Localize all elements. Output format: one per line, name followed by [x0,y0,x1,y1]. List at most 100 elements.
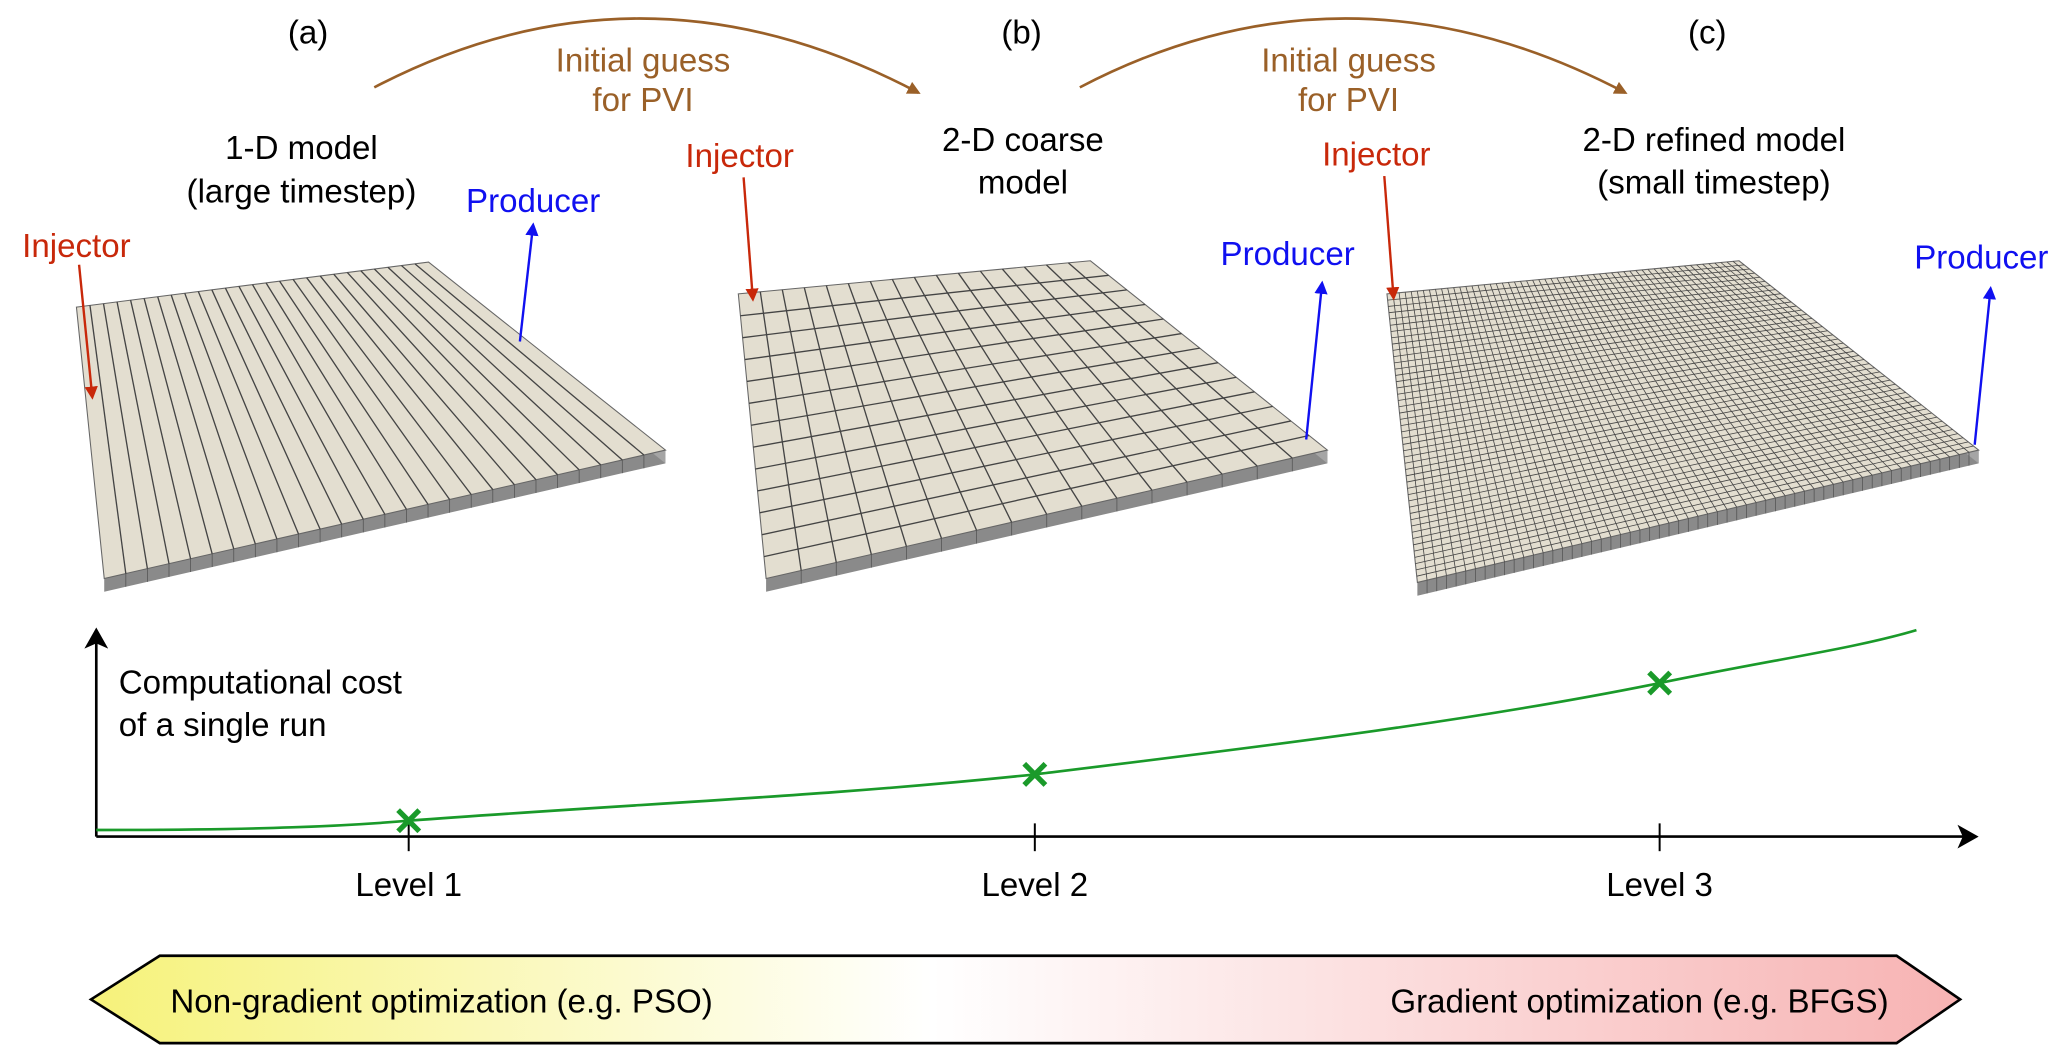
grid-line [157,296,235,550]
panel-a-letter: (a) [288,15,328,52]
grid-line [224,287,343,525]
grid-line [319,275,494,490]
grid-line [1407,387,1901,489]
panel-a-injector-arrow [77,264,98,400]
grid-line [292,279,451,500]
slab-2d-coarse-model [737,260,1329,592]
grid-line [1397,326,1823,395]
gradient-label: Gradient optimization (e.g. BFGS) [1390,984,1888,1021]
grid-line [1412,420,1943,539]
grid-line [1406,379,1891,477]
level-label: Level 1 [355,867,462,904]
grid-line [1408,392,1906,496]
grid-line [891,279,1013,523]
grid-line [781,289,837,563]
grid-line [755,376,1237,470]
grid-line [1389,276,1760,320]
grid-line [373,268,580,471]
grid-line [748,332,1182,404]
panel-c-injector-label: Injector [1322,136,1430,173]
grid-line [1395,313,1807,376]
grid-line [1400,342,1844,420]
y-axis-label-line1: Computational cost [119,665,402,702]
grid-line [1400,346,1849,427]
grid-line [935,274,1083,507]
grid-line [1405,375,1885,470]
grid-line [129,300,192,559]
grid-line [1390,285,1771,332]
grid-line [1408,396,1912,502]
cost-curve [96,628,1917,832]
cost-marker-x-icon [1647,670,1673,696]
grid-line [1403,363,1870,452]
panel-a-injector-label: Injector [22,228,130,265]
panel-b-producer-arrow [1305,280,1328,440]
grid-line [1001,268,1188,483]
grid-line [1393,301,1792,358]
grid-line [387,266,602,466]
grid-line [1392,293,1781,345]
panel-a-producer-arrow [518,222,539,342]
grid-line [89,305,127,574]
grid-line [401,265,623,461]
grid-line [744,303,1146,361]
grid-line [265,282,408,510]
grid-line [1404,371,1880,464]
grid-line [740,274,1109,317]
grid-line [238,286,364,520]
slab-1d-model [75,261,667,592]
grid-line [1415,437,1964,565]
slab-top-face [737,260,1329,580]
grid-line [1388,272,1755,314]
grid-line [761,420,1292,536]
grid-line [360,270,559,476]
grid-line [170,294,256,545]
grid-line [1398,334,1833,408]
grid-line [763,434,1310,558]
slab-2d-refined-model [1386,260,1980,596]
grid-line [1414,433,1958,558]
grid-line [1394,305,1797,364]
grid-line [1023,266,1223,475]
grid-line [1067,262,1293,459]
grid-line [1411,412,1932,527]
slab-top-face [75,261,667,580]
grid-line [1396,317,1813,383]
panel-a-title-line2: (large timestep) [187,174,417,211]
grid-line [197,291,300,535]
panel-c-letter: (c) [1688,15,1727,52]
grid-line [184,293,278,540]
cost-marker-x-icon [396,808,422,834]
grid-line [1396,322,1818,389]
grid-line [1045,264,1258,467]
slab-top-face [1386,260,1980,584]
grid-line [1409,400,1917,508]
grid-line [102,303,149,569]
non-gradient-label: Non-gradient optimization (e.g. PSO) [170,984,712,1021]
grid-line [1401,350,1854,433]
panel-c-injector-arrow [1383,175,1400,301]
grid-line [751,347,1200,426]
grid-line [1413,429,1953,552]
grid-line [333,273,515,486]
panel-b-title-line2: model [978,164,1068,201]
grid-line [1392,297,1786,351]
optimization-spectrum-arrow [88,954,1963,1045]
grid-line [1399,338,1839,414]
grid-line [1402,359,1865,445]
panel-b-producer-label: Producer [1221,236,1355,273]
grid-line [1415,441,1969,571]
grid-line [1398,330,1828,401]
grid-line [211,289,321,530]
panel-c-title-line1: 2-D refined model [1582,122,1845,159]
grid-line [1412,416,1938,533]
panel-c-producer-label: Producer [1914,240,2048,277]
grid-line [979,270,1153,491]
grid-line [306,277,472,495]
grid-line [847,283,943,539]
grid-line [1413,424,1948,546]
transfer-arrow-a-to-b [373,17,921,94]
grid-line [1404,367,1875,458]
grid-line [279,280,429,505]
panel-b-letter: (b) [1001,15,1041,52]
